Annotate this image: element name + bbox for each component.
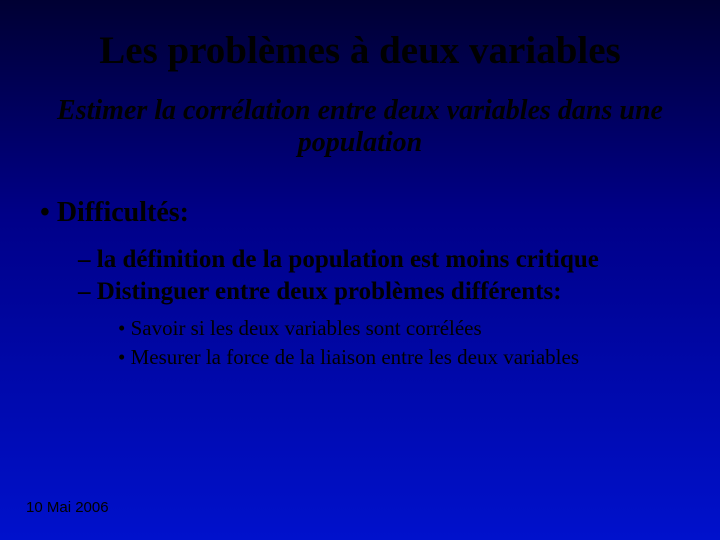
bullet-l2-group: la définition de la population est moins… xyxy=(30,245,690,307)
bullet-level1: Difficultés: xyxy=(40,197,690,229)
slide-container: Les problèmes à deux variables Estimer l… xyxy=(0,0,720,540)
bullet-level2: la définition de la population est moins… xyxy=(78,245,690,275)
bullet-level3: Savoir si les deux variables sont corrél… xyxy=(118,315,690,341)
slide-subtitle: Estimer la corrélation entre deux variab… xyxy=(30,95,690,159)
slide-title: Les problèmes à deux variables xyxy=(30,28,690,73)
bullet-level3: Mesurer la force de la liaison entre les… xyxy=(118,344,690,370)
footer-date: 10 Mai 2006 xyxy=(26,499,109,516)
bullet-level2: Distinguer entre deux problèmes différen… xyxy=(78,277,690,307)
